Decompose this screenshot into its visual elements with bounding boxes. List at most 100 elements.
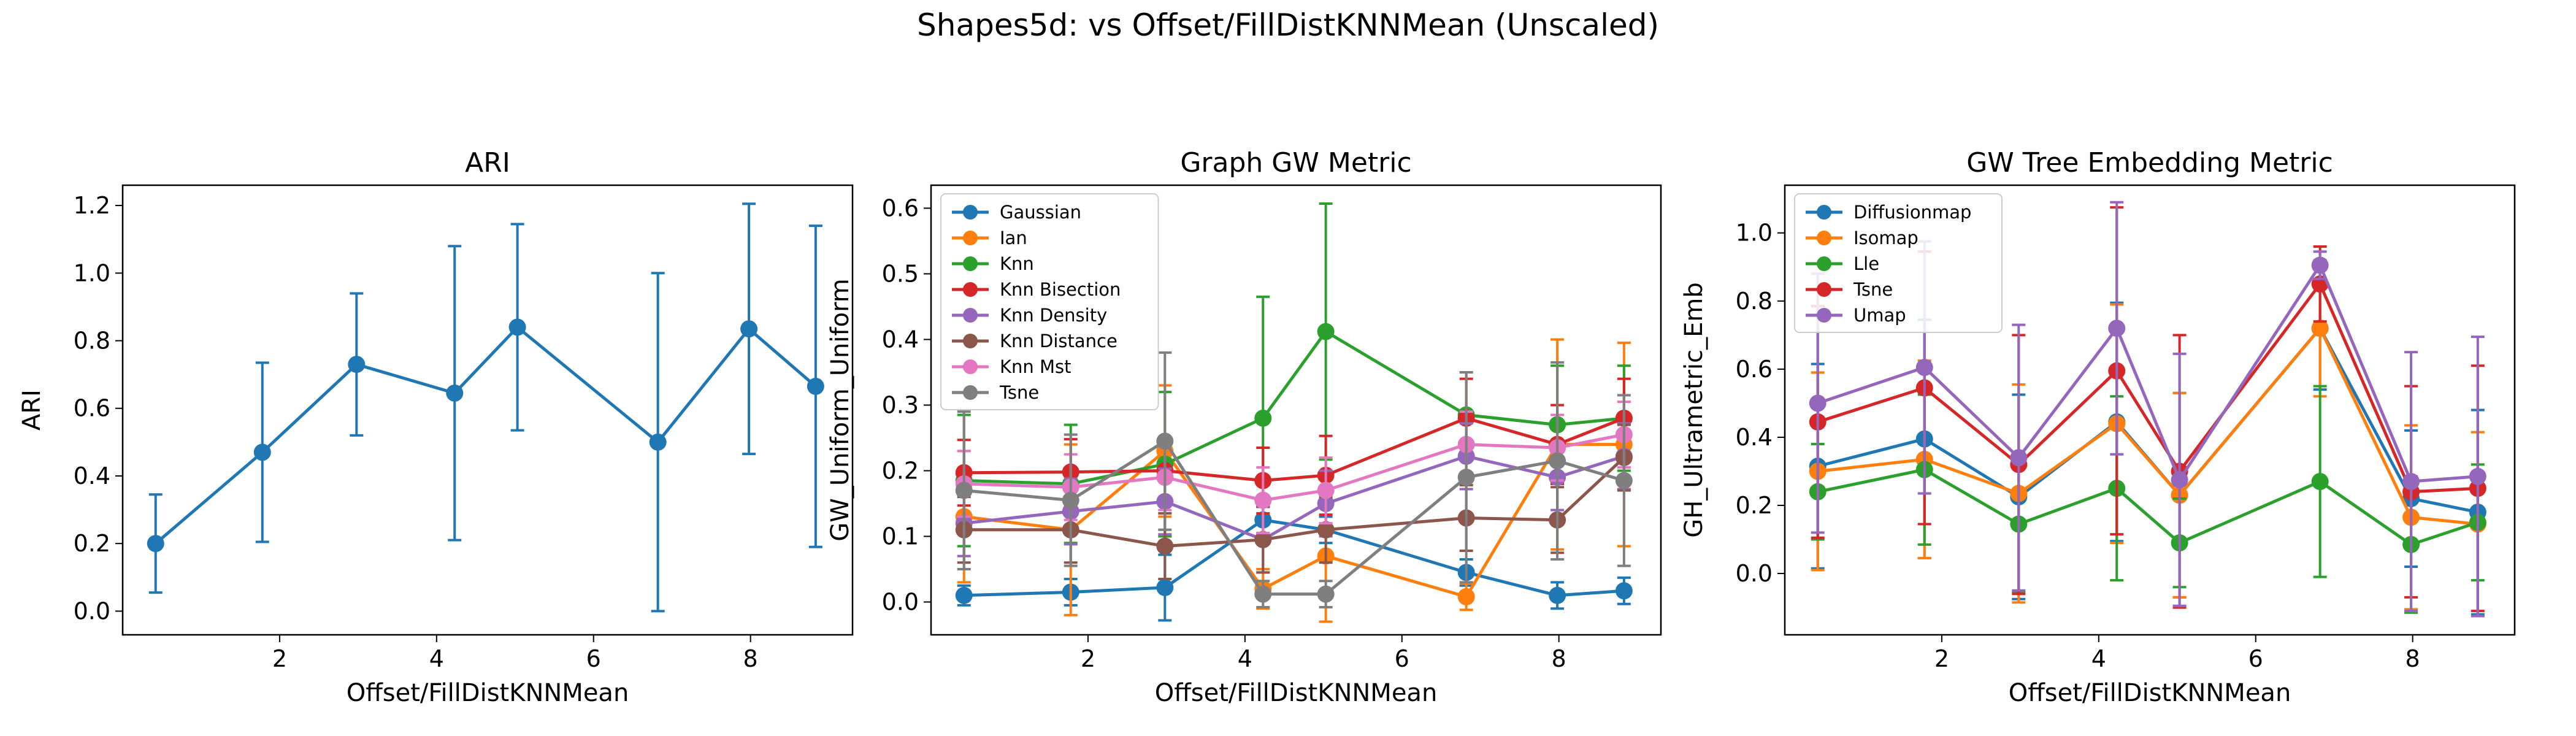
data-point [1317,521,1335,539]
legend-marker [963,359,978,374]
data-point [2311,256,2329,274]
y-tick-label: 0.8 [74,328,110,355]
y-tick-label: 0.8 [1736,288,1773,315]
y-axis-label: GW_Uniform_Uniform [826,278,854,542]
legend-box [1794,193,2003,333]
y-tick-label: 0.0 [74,597,110,624]
legend-marker [1817,205,1831,220]
y-tick-label: 0.4 [74,462,110,489]
legend-label: Knn Density [1000,305,1107,326]
y-tick-label: 0.6 [882,194,919,221]
series-line [964,454,1625,542]
data-point [2311,320,2329,337]
x-tick-label: 4 [429,645,444,672]
data-point [807,377,824,395]
data-point [2469,467,2486,485]
y-tick-label: 0.5 [882,260,919,287]
series-gaussian [955,505,1633,622]
y-tick-label: 0.4 [1736,424,1773,451]
legend-label: Gaussian [1000,202,1081,223]
legend: Diffusionmap Isomap Lle Tsne Umap [1794,193,2003,333]
data-point [446,384,464,402]
data-point [253,443,271,461]
x-tick-label: 6 [1395,645,1409,672]
data-point [955,586,973,604]
data-point [1156,537,1174,555]
legend-label: Knn Bisection [1000,279,1121,300]
series-line [1817,281,2478,494]
legend-marker [963,282,978,297]
data-point [2010,449,2028,467]
legend-label: Diffusionmap [1853,202,1971,223]
x-tick-label: 4 [1238,645,1252,672]
data-point [1156,432,1174,450]
data-point [1457,469,1475,486]
data-point [1254,491,1272,509]
legend-marker [963,308,978,323]
legend-label: Knn [1000,253,1034,274]
x-tick-label: 2 [1934,645,1949,672]
x-tick-label: 8 [2405,645,2420,672]
axes-frame [121,184,854,636]
legend-label: Knn Mst [1000,356,1071,377]
legend-label: Lle [1853,253,1879,274]
legend-marker [1817,308,1831,323]
data-point [2171,471,2188,489]
legend-label: Isomap [1853,228,1919,248]
x-axis-label: Offset/FillDistKNNMean [347,679,629,707]
data-point [2402,473,2420,491]
y-axis-label: GH_Ultrametric_Emb [1680,282,1708,538]
x-axis-label: Offset/FillDistKNNMean [2009,679,2291,707]
y-tick-label: 0.2 [1736,492,1773,519]
legend-label: Tsne [999,382,1039,403]
data-point [1254,585,1272,603]
data-point [1549,586,1566,604]
data-point [1317,481,1335,499]
data-point [2311,473,2329,491]
x-tick-label: 6 [586,645,601,672]
series-line [155,325,817,545]
data-point [1062,491,1079,509]
legend-marker [963,205,978,220]
series-line [964,433,1625,502]
x-tick-label: 8 [1552,645,1566,672]
y-tick-label: 0.1 [882,523,919,550]
legend-box [940,193,1159,410]
legend-marker [963,385,978,400]
data-point [1317,585,1335,603]
panel-title: GW Tree Embedding Metric [1966,147,2333,178]
data-point [1317,323,1335,340]
data-point [1615,582,1633,600]
data-point [1156,578,1174,596]
series-tsne [955,351,1633,609]
legend-marker [963,256,978,271]
data-point [1457,588,1475,605]
data-point [1549,452,1566,470]
legend-marker [1817,282,1831,297]
y-tick-label: 0.4 [882,326,919,353]
data-point [955,481,973,499]
panel-title: ARI [465,147,510,178]
series-line [1817,468,2478,546]
legend-label: Tsne [1853,279,1893,300]
legend-marker [1817,231,1831,245]
chart-panel-ari: ARI Offset/FillDistKNNMean ARI 2 4 6 8 0.0 0.… [18,147,854,707]
legend-label: Ian [1000,228,1027,248]
data-point [740,320,758,338]
legend-label: Knn Distance [1000,331,1117,351]
legend-marker [963,231,978,245]
x-tick-label: 2 [272,645,287,672]
y-tick-label: 1.2 [74,192,110,219]
chart-panel-gw-tree-embedding-metric: GW Tree Embedding Metric Offset/FillDist… [1680,147,2516,707]
data-point [508,318,526,336]
y-tick-label: 0.0 [1736,560,1773,587]
axes-frame [930,184,1662,636]
x-tick-label: 4 [2091,645,2106,672]
x-tick-label: 8 [743,645,758,672]
y-tick-label: 1.0 [1736,220,1773,247]
y-axis-label: ARI [18,389,46,431]
y-tick-label: 0.2 [882,457,919,484]
y-tick-label: 0.3 [882,391,919,418]
data-point [2108,320,2126,337]
